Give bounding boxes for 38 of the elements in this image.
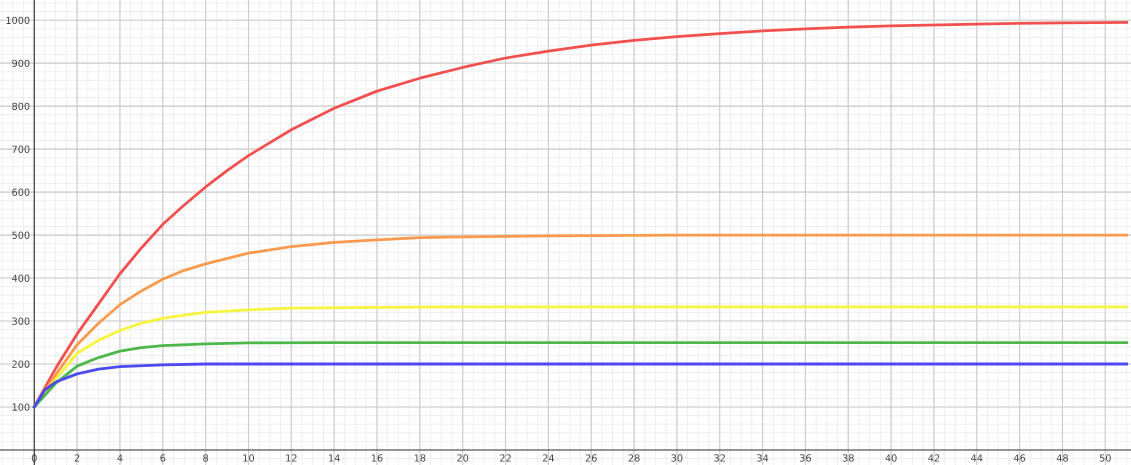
line-series (32, 362, 1129, 409)
x-tick-label: 4 (117, 454, 123, 462)
y-tick-label: 400 (12, 274, 30, 282)
x-tick-label: 0 (31, 454, 37, 462)
x-tick-label: 34 (757, 454, 769, 462)
x-tick-label: 24 (542, 454, 554, 462)
y-tick-label: 900 (12, 59, 30, 68)
x-tick-label: 8 (203, 454, 209, 462)
y-tick-label: 1000 (6, 16, 30, 25)
y-tick-label: 600 (12, 188, 30, 196)
x-tick-label: 16 (371, 454, 383, 462)
x-tick-label: 46 (1013, 454, 1026, 462)
x-tick-label: 36 (799, 454, 811, 462)
x-tick-label: 6 (160, 454, 166, 462)
x-tick-label: 28 (628, 454, 640, 462)
y-tick-label: 100 (12, 403, 30, 411)
x-tick-label: 38 (842, 454, 854, 462)
x-tick-label: 20 (457, 454, 469, 462)
y-tick-label: 500 (12, 231, 30, 239)
x-tick-label: 42 (928, 454, 940, 462)
x-tick-label: 48 (1056, 454, 1068, 462)
x-tick-label: 50 (1099, 454, 1111, 462)
x-tick-label: 32 (714, 454, 725, 462)
x-tick-label: 40 (885, 454, 897, 462)
y-tick-label: 700 (12, 145, 30, 153)
x-tick-label: 30 (671, 454, 683, 462)
x-tick-label: 22 (500, 454, 511, 462)
x-tick-label: 12 (286, 454, 297, 462)
x-tick-label: 2 (74, 454, 80, 462)
y-tick-label: 800 (12, 102, 30, 110)
x-tick-label: 14 (329, 454, 340, 462)
x-tick-label: 18 (414, 454, 426, 462)
y-tick-label: 200 (12, 360, 30, 368)
x-tick-label: 10 (243, 454, 255, 462)
y-tick-label: 300 (12, 317, 30, 325)
x-tick-label: 26 (585, 454, 597, 462)
line-series (32, 20, 1129, 409)
x-tick-label: 44 (971, 454, 983, 462)
